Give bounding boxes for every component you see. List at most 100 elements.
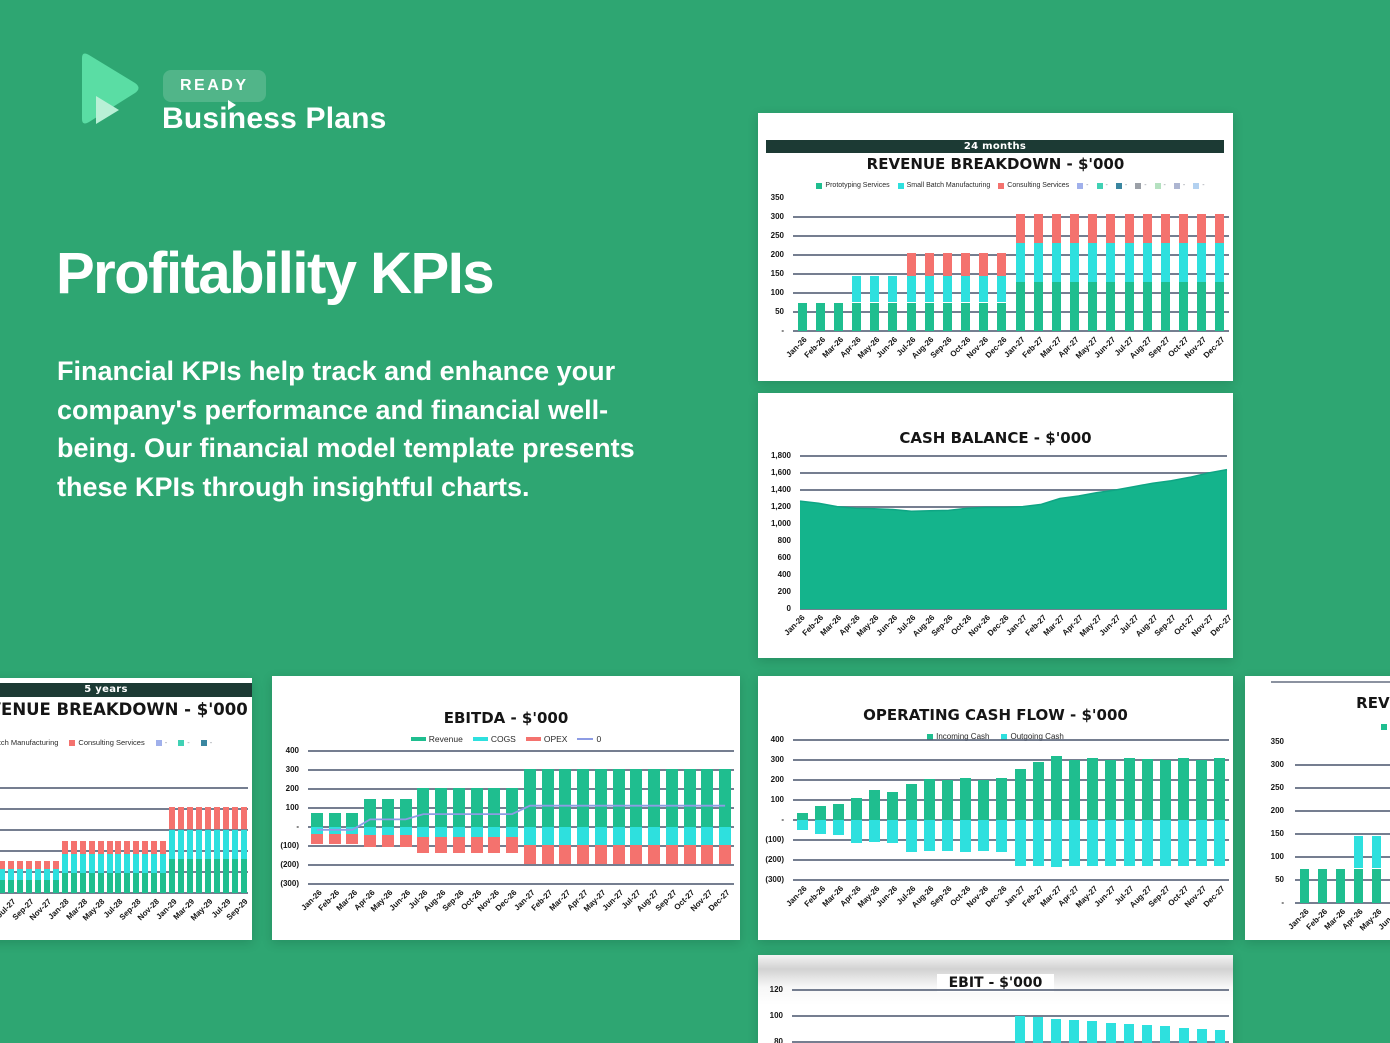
legend-item: - xyxy=(1173,182,1185,189)
bar-segment xyxy=(204,829,211,860)
bar-segment xyxy=(452,827,465,837)
y-tick-label: 100 xyxy=(285,803,299,812)
bar-segment xyxy=(1032,820,1044,866)
bar-segment xyxy=(701,845,714,865)
bar-segment xyxy=(1372,836,1382,869)
bar-segment xyxy=(417,788,430,827)
legend-label: Consulting Services xyxy=(78,738,145,747)
bar-segment xyxy=(1160,1026,1171,1043)
gridline xyxy=(308,769,734,771)
legend-label: COGS xyxy=(490,734,516,744)
legend-item: Prototyping Services xyxy=(816,182,890,189)
y-tick-label: 1,000 xyxy=(770,519,791,528)
bar-segment xyxy=(310,827,323,834)
chart-panel-revenue-breakdown-crop: REVENUE BREAKDOWN - $'000 Prototyping Se… xyxy=(1245,676,1390,940)
bar-segment xyxy=(79,840,86,855)
bar-segment xyxy=(417,836,430,853)
bar-segment xyxy=(88,840,95,855)
y-tick-label: 1,800 xyxy=(770,451,791,460)
bar-segment xyxy=(115,854,122,873)
bar-segment xyxy=(70,854,77,873)
bar-segment xyxy=(17,869,24,881)
legend-item: - xyxy=(1115,182,1127,189)
y-tick-label: 1,200 xyxy=(770,502,791,511)
bar-segment xyxy=(1196,820,1208,866)
bar-segment xyxy=(1069,1019,1080,1043)
bar-segment xyxy=(796,820,808,830)
y-tick-label: (300) xyxy=(280,879,299,888)
bar-segment xyxy=(612,845,625,865)
bar-segment xyxy=(195,859,202,893)
bar-segment xyxy=(178,807,184,830)
bar-segment xyxy=(97,854,104,873)
bar-segment xyxy=(979,275,989,303)
bar-segment xyxy=(435,836,448,853)
bar-segment xyxy=(523,768,536,827)
bar-segment xyxy=(1197,242,1207,283)
chart-panel-operating-cash-flow: OPERATING CASH FLOW - $'000 Incoming Cas… xyxy=(758,676,1233,940)
bar-segment xyxy=(1088,214,1098,243)
y-tick-label: 50 xyxy=(1275,875,1284,884)
bar-segment xyxy=(1214,1030,1225,1043)
gridline xyxy=(793,235,1229,237)
y-axis: 120 100 80 xyxy=(758,977,788,1043)
bar-segment xyxy=(1105,760,1117,820)
bar-segment xyxy=(310,812,323,828)
chart-legend: Incoming Cash Outgoing Cash xyxy=(758,732,1233,741)
bar-segment xyxy=(906,302,916,331)
bar-segment xyxy=(1179,242,1189,283)
bar-segment xyxy=(106,840,113,855)
placeholder-swatch-icon xyxy=(1115,182,1122,189)
bar-segment xyxy=(1050,820,1062,867)
bar-segment xyxy=(1088,282,1098,331)
placeholder-swatch-icon xyxy=(1096,182,1103,189)
bar-segment xyxy=(1106,242,1116,283)
gridline xyxy=(793,739,1229,741)
bar-segment xyxy=(213,807,220,830)
bar-segment xyxy=(79,854,86,873)
gridline xyxy=(793,819,1229,821)
bar-segment xyxy=(1214,820,1226,866)
y-tick-label: (100) xyxy=(280,841,299,850)
bar-segment xyxy=(683,845,696,865)
bar-segment xyxy=(160,854,167,873)
bar-segment xyxy=(106,872,113,893)
bar-segment xyxy=(124,840,131,855)
y-tick-label: - xyxy=(296,822,299,831)
y-tick-label: 100 xyxy=(769,1011,783,1020)
legend-item: - xyxy=(1193,182,1205,189)
series-swatch-icon xyxy=(816,182,823,189)
bar-segment xyxy=(1070,214,1080,243)
legend-label: Prototyping Services xyxy=(825,182,890,189)
legend-label: 0 xyxy=(596,734,602,744)
series-swatch-icon xyxy=(1381,723,1388,730)
bar-segment xyxy=(559,827,572,846)
gridline xyxy=(308,845,734,847)
bar-segment xyxy=(240,859,247,893)
bar-segment xyxy=(833,302,843,331)
legend-item: Prototyping Services xyxy=(1381,722,1390,731)
bar-segment xyxy=(8,880,15,893)
bar-segment xyxy=(941,780,953,820)
bar-segment xyxy=(328,812,341,828)
bar-segment xyxy=(665,845,678,865)
bar-segment xyxy=(470,836,483,853)
bar-segment xyxy=(630,827,643,846)
legend-label: - xyxy=(1202,182,1205,189)
gridline xyxy=(793,292,1229,294)
bar-segment xyxy=(381,834,394,847)
bar-segment xyxy=(115,840,122,855)
gridline xyxy=(1295,833,1390,835)
bar-segment xyxy=(942,253,952,276)
bar-segment xyxy=(960,778,972,820)
bar-segment xyxy=(1159,760,1171,820)
bar-segment xyxy=(924,302,934,331)
bar-segment xyxy=(124,854,131,873)
plot-area: Mar-27May-27Jul-27Sep-27Nov-27Jan-28Mar-… xyxy=(0,787,250,923)
bar-segment xyxy=(1197,282,1207,331)
gridline xyxy=(793,273,1229,275)
bar-segment xyxy=(151,840,158,855)
bar-segment xyxy=(997,275,1007,303)
page-title: Profitability KPIs xyxy=(56,241,495,306)
